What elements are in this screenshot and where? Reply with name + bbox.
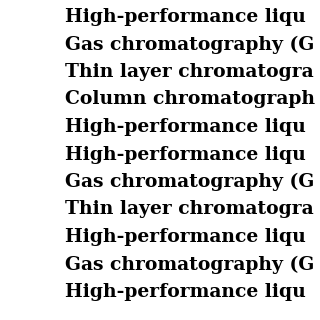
Text: Column chromatograph: Column chromatograph [65,91,315,108]
Text: High-performance liqu: High-performance liqu [65,118,306,136]
Text: High-performance liqu: High-performance liqu [65,228,306,246]
Text: High-performance liqu: High-performance liqu [65,283,306,301]
Text: Gas chromatography (G: Gas chromatography (G [65,36,314,54]
Text: Thin layer chromatogra: Thin layer chromatogra [65,201,314,219]
Text: Gas chromatography (G: Gas chromatography (G [65,173,314,191]
Text: High-performance liqu: High-performance liqu [65,8,306,26]
Text: Thin layer chromatogra: Thin layer chromatogra [65,63,314,81]
Text: Gas chromatography (G: Gas chromatography (G [65,255,314,274]
Text: High-performance liqu: High-performance liqu [65,146,306,164]
